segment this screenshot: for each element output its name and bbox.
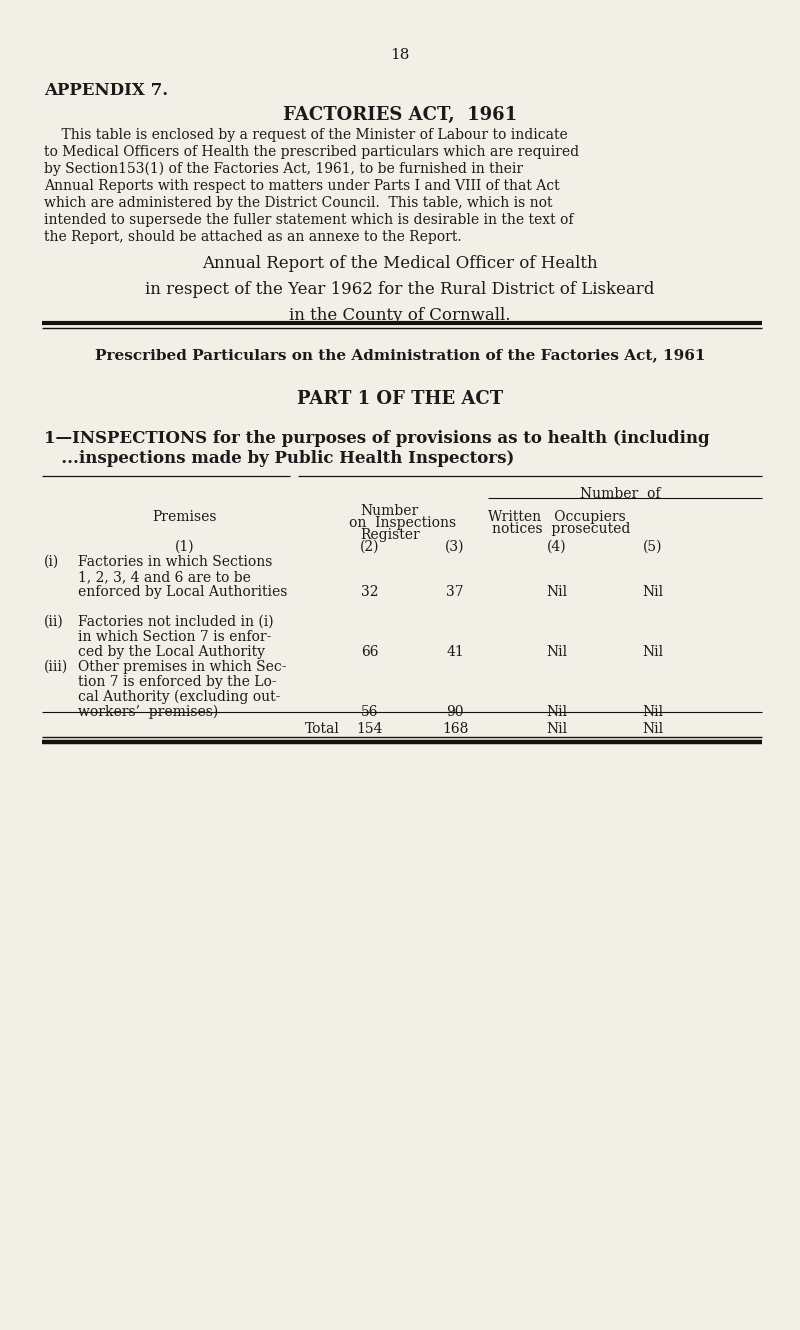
Text: 168: 168	[442, 722, 468, 735]
Text: workers’  premises): workers’ premises)	[78, 705, 218, 720]
Text: Annual Reports with respect to matters under Parts I and VIII of that Act: Annual Reports with respect to matters u…	[44, 180, 560, 193]
Text: intended to supersede the fuller statement which is desirable in the text of: intended to supersede the fuller stateme…	[44, 213, 574, 227]
Text: Nil: Nil	[546, 585, 567, 598]
Text: in which Section 7 is enfor-: in which Section 7 is enfor-	[78, 630, 271, 644]
Text: Number: Number	[360, 504, 418, 517]
Text: Number  of: Number of	[580, 487, 660, 501]
Text: (1): (1)	[175, 540, 195, 555]
Text: 1, 2, 3, 4 and 6 are to be: 1, 2, 3, 4 and 6 are to be	[78, 571, 251, 584]
Text: Nil: Nil	[642, 705, 663, 720]
Text: (5): (5)	[643, 540, 662, 555]
Text: (i): (i)	[44, 555, 59, 569]
Text: tion 7 is enforced by the Lo-: tion 7 is enforced by the Lo-	[78, 676, 277, 689]
Text: Premises: Premises	[153, 509, 218, 524]
Text: Nil: Nil	[642, 722, 663, 735]
Text: (3): (3)	[446, 540, 465, 555]
Text: (4): (4)	[547, 540, 567, 555]
Text: Nil: Nil	[546, 645, 567, 658]
Text: in the County of Cornwall.: in the County of Cornwall.	[290, 307, 510, 325]
Text: 37: 37	[446, 585, 464, 598]
Text: Prescribed Particulars on the Administration of the Factories Act, 1961: Prescribed Particulars on the Administra…	[94, 348, 706, 362]
Text: Written   Occupiers: Written Occupiers	[488, 509, 626, 524]
Text: Register: Register	[360, 528, 420, 543]
Text: 154: 154	[357, 722, 383, 735]
Text: ...inspections made by Public Health Inspectors): ...inspections made by Public Health Ins…	[44, 450, 514, 467]
Text: which are administered by the District Council.  This table, which is not: which are administered by the District C…	[44, 196, 553, 210]
Text: 56: 56	[362, 705, 378, 720]
Text: Nil: Nil	[642, 585, 663, 598]
Text: FACTORIES ACT,  1961: FACTORIES ACT, 1961	[283, 106, 517, 124]
Text: by Section153(1) of the Factories Act, 1961, to be furnished in their: by Section153(1) of the Factories Act, 1…	[44, 162, 523, 177]
Text: Other premises in which Sec-: Other premises in which Sec-	[78, 660, 286, 674]
Text: PART 1 OF THE ACT: PART 1 OF THE ACT	[297, 390, 503, 408]
Text: (iii): (iii)	[44, 660, 68, 674]
Text: (2): (2)	[360, 540, 380, 555]
Text: (ii): (ii)	[44, 614, 64, 629]
Text: in respect of the Year 1962 for the Rural District of Liskeard: in respect of the Year 1962 for the Rura…	[146, 281, 654, 298]
Text: 1—INSPECTIONS for the purposes of provisions as to health (including: 1—INSPECTIONS for the purposes of provis…	[44, 430, 710, 447]
Text: cal Authority (excluding out-: cal Authority (excluding out-	[78, 690, 280, 705]
Text: Total: Total	[305, 722, 340, 735]
Text: Factories not included in (i): Factories not included in (i)	[78, 614, 274, 629]
Text: 90: 90	[446, 705, 464, 720]
Text: Annual Report of the Medical Officer of Health: Annual Report of the Medical Officer of …	[202, 255, 598, 273]
Text: Nil: Nil	[546, 722, 567, 735]
Text: 66: 66	[362, 645, 378, 658]
Text: Factories in which Sections: Factories in which Sections	[78, 555, 272, 569]
Text: to Medical Officers of Health the prescribed particulars which are required: to Medical Officers of Health the prescr…	[44, 145, 579, 160]
Text: 41: 41	[446, 645, 464, 658]
Text: on  Inspections: on Inspections	[349, 516, 456, 529]
Text: notices  prosecuted: notices prosecuted	[492, 521, 630, 536]
Text: Nil: Nil	[546, 705, 567, 720]
Text: This table is enclosed by a request of the Minister of Labour to indicate: This table is enclosed by a request of t…	[44, 128, 568, 142]
Text: APPENDIX 7.: APPENDIX 7.	[44, 82, 168, 98]
Text: the Report, should be attached as an annexe to the Report.: the Report, should be attached as an ann…	[44, 230, 462, 243]
Text: 32: 32	[362, 585, 378, 598]
Text: 18: 18	[390, 48, 410, 63]
Text: enforced by Local Authorities: enforced by Local Authorities	[78, 585, 287, 598]
Text: ced by the Local Authority: ced by the Local Authority	[78, 645, 265, 658]
Text: Nil: Nil	[642, 645, 663, 658]
